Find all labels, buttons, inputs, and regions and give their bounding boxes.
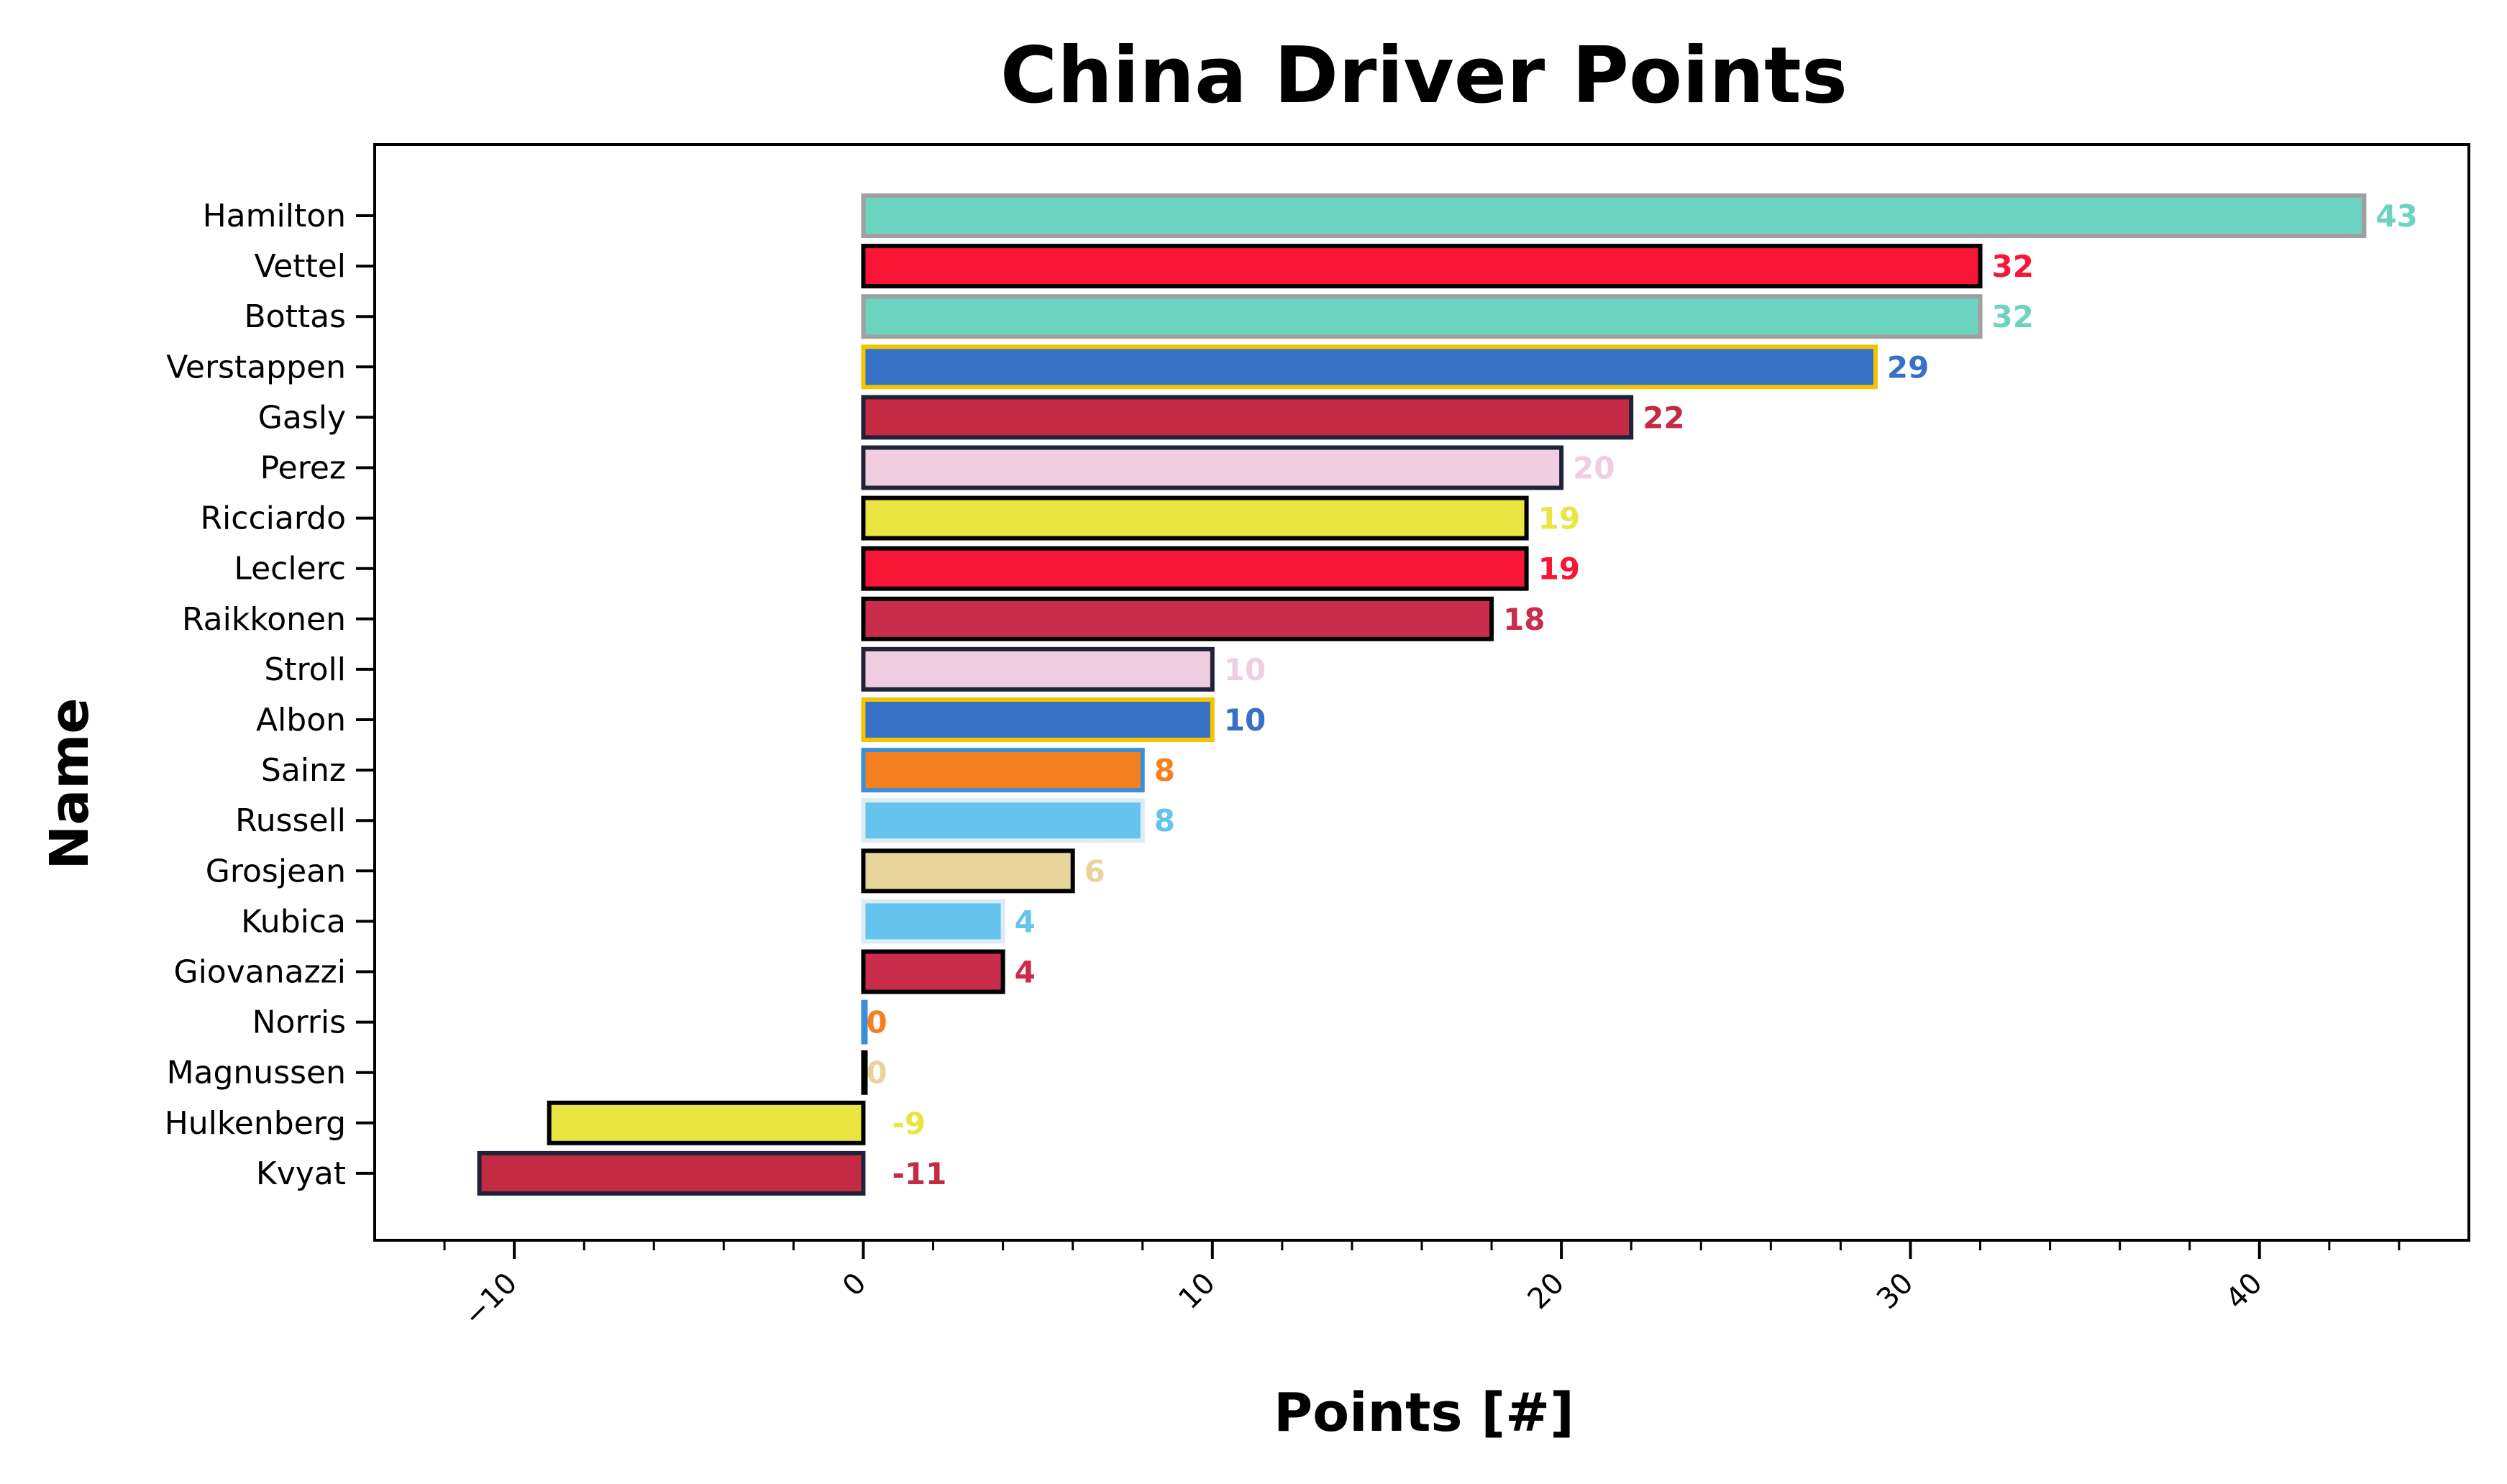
y-tick-label-gasly: Gasly bbox=[258, 399, 346, 436]
bar-kubica bbox=[861, 899, 1005, 944]
bar-vettel bbox=[861, 244, 1983, 289]
x-tick-label: 10 bbox=[1172, 1267, 1222, 1316]
bar-raikkonen bbox=[861, 596, 1494, 641]
data-label-sainz: 8 bbox=[1154, 753, 1175, 788]
bar-hulkenberg bbox=[547, 1100, 866, 1145]
x-tick-label: 0 bbox=[836, 1267, 873, 1304]
y-tick-label-hulkenberg: Hulkenberg bbox=[165, 1105, 346, 1142]
y-tick-label-giovanazzi: Giovanazzi bbox=[173, 954, 346, 991]
bar-perez bbox=[861, 445, 1564, 490]
bar-gasly bbox=[861, 395, 1634, 440]
data-label-norris: 0 bbox=[866, 1005, 887, 1040]
x-tick-label: 30 bbox=[1871, 1267, 1920, 1316]
data-label-hamilton: 43 bbox=[2375, 198, 2417, 234]
data-label-gasly: 22 bbox=[1643, 400, 1684, 435]
plot-frame bbox=[373, 143, 2470, 1242]
y-tick-label-russell: Russell bbox=[235, 802, 346, 839]
bar-verstappen bbox=[861, 344, 1878, 390]
x-axis-label: Points [#] bbox=[1274, 1382, 1574, 1444]
data-label-kvyat: -11 bbox=[892, 1156, 946, 1191]
data-label-stroll: 10 bbox=[1224, 652, 1266, 687]
y-tick-label-kubica: Kubica bbox=[241, 903, 346, 940]
y-tick-label-magnussen: Magnussen bbox=[167, 1055, 346, 1091]
bar-russell bbox=[861, 798, 1145, 843]
bars bbox=[477, 193, 2367, 1196]
bar-ricciardo bbox=[861, 495, 1529, 541]
bar-magnussen bbox=[861, 1050, 868, 1095]
y-axis-label: Name bbox=[39, 697, 101, 869]
y-tick-label-ricciardo: Ricciardo bbox=[200, 500, 346, 537]
y-tick-label-sainz: Sainz bbox=[261, 752, 346, 789]
y-tick-label-stroll: Stroll bbox=[264, 651, 346, 688]
y-tick-label-raikkonen: Raikkonen bbox=[182, 601, 346, 638]
bar-hamilton bbox=[861, 193, 2367, 238]
y-tick-label-hamilton: Hamilton bbox=[203, 198, 346, 234]
bar-leclerc bbox=[861, 546, 1529, 591]
y-tick-label-vettel: Vettel bbox=[254, 248, 346, 285]
bar-bottas bbox=[861, 294, 1983, 339]
data-label-grosjean: 6 bbox=[1084, 853, 1105, 889]
data-label-bottas: 32 bbox=[1992, 299, 2034, 334]
data-label-albon: 10 bbox=[1224, 702, 1266, 738]
data-label-kubica: 4 bbox=[1015, 904, 1036, 939]
y-axis-ticks: Hamilton Vettel Bottas Verstappen Gasly Perez… bbox=[165, 198, 375, 1192]
bar-norris bbox=[861, 999, 868, 1045]
y-tick-label-grosjean: Grosjean bbox=[206, 853, 346, 889]
x-axis-ticks: −10 0 10 20 30 40 bbox=[443, 1240, 2401, 1333]
data-label-giovanazzi: 4 bbox=[1015, 955, 1036, 990]
data-label-russell: 8 bbox=[1154, 803, 1175, 838]
y-tick-label-verstappen: Verstappen bbox=[166, 349, 346, 385]
y-tick-label-bottas: Bottas bbox=[245, 298, 347, 335]
y-tick-label-albon: Albon bbox=[256, 702, 346, 738]
x-tick-label: −10 bbox=[457, 1267, 524, 1333]
bar-giovanazzi bbox=[861, 949, 1005, 994]
x-tick-label: 40 bbox=[2219, 1267, 2269, 1316]
data-label-vettel: 32 bbox=[1992, 249, 2034, 284]
data-label-verstappen: 29 bbox=[1887, 349, 1929, 385]
bar-sainz bbox=[861, 748, 1145, 793]
y-tick-label-kvyat: Kvyat bbox=[256, 1155, 346, 1192]
y-tick-label-leclerc: Leclerc bbox=[234, 551, 346, 587]
bar-albon bbox=[861, 697, 1215, 742]
y-tick-label-perez: Perez bbox=[260, 450, 346, 487]
data-label-leclerc: 19 bbox=[1538, 551, 1580, 587]
data-label-perez: 20 bbox=[1573, 451, 1615, 486]
data-label-hulkenberg: -9 bbox=[892, 1106, 926, 1141]
data-label-raikkonen: 18 bbox=[1503, 602, 1545, 637]
data-label-ricciardo: 19 bbox=[1538, 501, 1580, 536]
x-tick-label: 20 bbox=[1522, 1267, 1571, 1316]
bar-grosjean bbox=[861, 848, 1075, 894]
y-tick-label-norris: Norris bbox=[252, 1004, 346, 1041]
chart-title: China Driver Points bbox=[1000, 31, 1848, 121]
data-label-magnussen: 0 bbox=[866, 1055, 887, 1091]
bar-kvyat bbox=[477, 1150, 866, 1196]
bar-stroll bbox=[861, 646, 1215, 692]
